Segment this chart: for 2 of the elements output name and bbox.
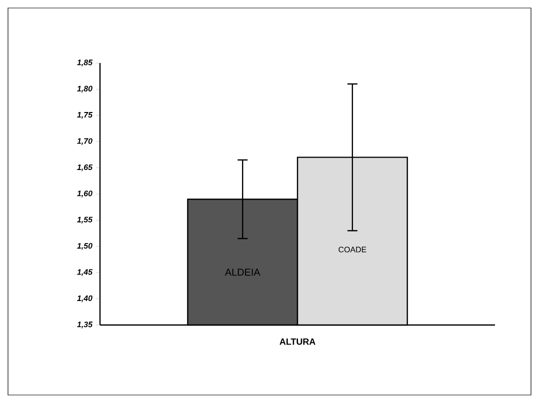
series-label: ALDEIA (224, 268, 260, 276)
x-tick-label: ALTURA (280, 338, 316, 345)
